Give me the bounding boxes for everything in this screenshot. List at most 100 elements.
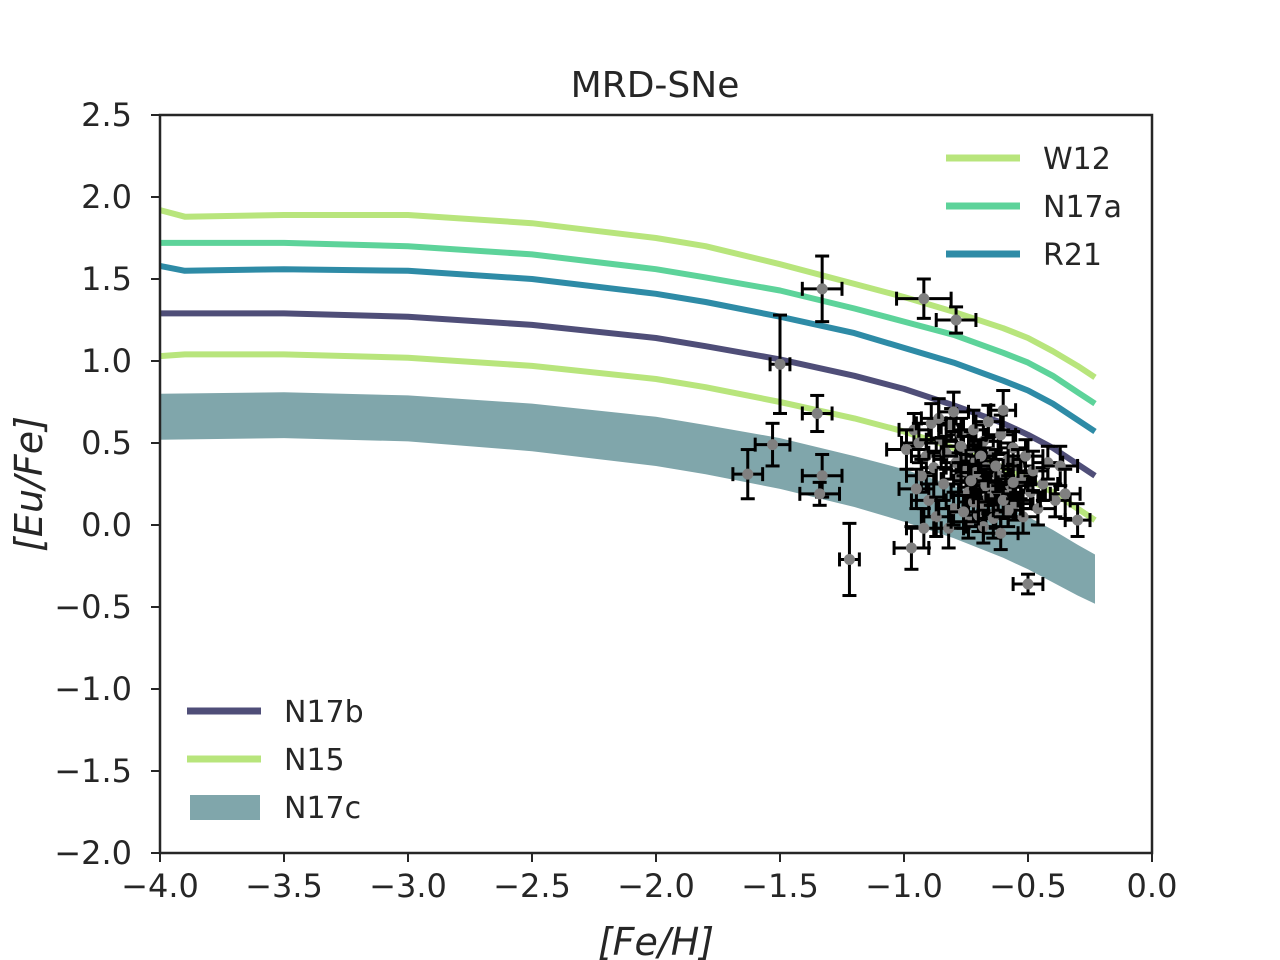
- y-tick-label: −1.5: [54, 752, 132, 790]
- observation-point: [937, 390, 970, 434]
- data-point: [990, 460, 1002, 472]
- observation-point: [838, 521, 861, 598]
- observation-point: [1063, 502, 1092, 538]
- x-tick-label: 0.0: [1127, 867, 1178, 905]
- y-tick-label: −2.0: [54, 834, 132, 872]
- data-point: [918, 522, 930, 534]
- observation-point: [800, 254, 844, 324]
- observation-point: [800, 393, 834, 434]
- data-point: [1049, 494, 1061, 506]
- observation-point: [798, 480, 842, 507]
- y-tick-label: 0.0: [81, 506, 132, 544]
- observation-point: [947, 493, 980, 530]
- data-point: [1007, 476, 1019, 488]
- legend-top-right: W12 N17a R21: [946, 142, 1122, 273]
- data-point: [1022, 578, 1034, 590]
- x-axis-label: [Fe/H]: [598, 920, 714, 960]
- legends: W12 N17a R21 N17b N15 N17c: [187, 142, 1122, 826]
- series-line-n17b: [160, 310, 1097, 479]
- observation-point: [964, 438, 998, 475]
- legend-bottom-left: N17b N15 N17c: [187, 695, 364, 826]
- y-tick-label: −1.0: [54, 670, 132, 708]
- data-point: [918, 293, 930, 305]
- x-tick-label: −2.5: [493, 867, 571, 905]
- chart-title: MRD-SNe: [571, 65, 740, 106]
- data-point: [950, 314, 962, 326]
- data-point: [958, 506, 970, 518]
- observation-point: [996, 464, 1030, 501]
- data-point: [997, 404, 1009, 416]
- legend-label-n17b: N17b: [284, 695, 364, 730]
- data-point: [811, 407, 823, 419]
- observation-point: [904, 507, 943, 550]
- x-tick-label: −1.0: [865, 867, 943, 905]
- data-point: [955, 440, 967, 452]
- axis-ticks: −4.0 −3.5 −3.0 −2.5 −2.0 −1.5 −1.0 −0.5 0.0 2.5 2.…: [54, 96, 1177, 905]
- observation-point: [934, 305, 978, 335]
- data-point: [742, 468, 754, 480]
- legend-label-r21: R21: [1043, 238, 1102, 273]
- x-tick-label: −3.5: [245, 867, 323, 905]
- data-point: [1002, 504, 1014, 516]
- y-tick-label: 0.5: [81, 424, 132, 462]
- y-axis-label: [Eu/Fe]: [7, 416, 51, 552]
- legend-label-n17c: N17c: [284, 791, 361, 826]
- x-tick-label: −2.0: [617, 867, 695, 905]
- observation-point: [942, 428, 980, 465]
- series-line-w12: [159, 207, 1097, 380]
- series-line-r21: [159, 262, 1097, 435]
- legend-label-n15: N15: [284, 743, 345, 778]
- data-point: [938, 478, 950, 490]
- observation-point: [768, 313, 792, 415]
- data-point: [1027, 465, 1039, 477]
- data-point: [774, 358, 786, 370]
- plot-frame: [158, 113, 1154, 855]
- legend-label-w12: W12: [1043, 142, 1111, 177]
- data-point: [995, 527, 1007, 539]
- x-tick-label: −3.0: [369, 867, 447, 905]
- data-point: [997, 494, 1009, 506]
- data-point: [1020, 450, 1032, 462]
- observation-point: [986, 482, 1020, 519]
- data-point: [1059, 488, 1071, 500]
- data-point: [816, 470, 828, 482]
- series-line-n17a: [160, 239, 1097, 407]
- x-tick-label: −1.5: [741, 867, 819, 905]
- y-tick-label: 1.0: [81, 342, 132, 380]
- legend-label-n17a: N17a: [1043, 190, 1122, 225]
- data-point: [965, 475, 977, 487]
- data-point: [995, 429, 1007, 441]
- y-tick-label: −0.5: [54, 588, 132, 626]
- observation-point: [753, 421, 792, 468]
- data-point: [1072, 514, 1084, 526]
- y-tick-label: 2.5: [81, 96, 132, 134]
- x-tick-label: −4.0: [121, 867, 199, 905]
- observation-point: [895, 277, 953, 320]
- data-point: [905, 542, 917, 554]
- plot-area: [159, 207, 1097, 604]
- data-point: [915, 470, 927, 482]
- observation-point: [981, 515, 1020, 552]
- observation-point: [1031, 444, 1065, 481]
- observation-point: [1011, 572, 1045, 596]
- observation-point: [991, 492, 1025, 529]
- x-tick-label: −0.5: [989, 867, 1067, 905]
- data-point: [767, 439, 779, 451]
- data-point: [814, 488, 826, 500]
- observation-point: [989, 389, 1018, 432]
- data-point: [843, 553, 855, 565]
- observation-point: [897, 467, 936, 511]
- data-point: [900, 444, 912, 456]
- observation-point: [731, 448, 765, 501]
- y-tick-label: 1.5: [81, 260, 132, 298]
- observation-point: [952, 462, 990, 499]
- data-point: [982, 416, 994, 428]
- y-tick-label: 2.0: [81, 178, 132, 216]
- band-n17c: [160, 392, 1095, 604]
- data-point: [1037, 478, 1049, 490]
- data-point: [910, 483, 922, 495]
- legend-swatch-n17c: [190, 795, 260, 820]
- data-point: [816, 283, 828, 295]
- data-point: [948, 406, 960, 418]
